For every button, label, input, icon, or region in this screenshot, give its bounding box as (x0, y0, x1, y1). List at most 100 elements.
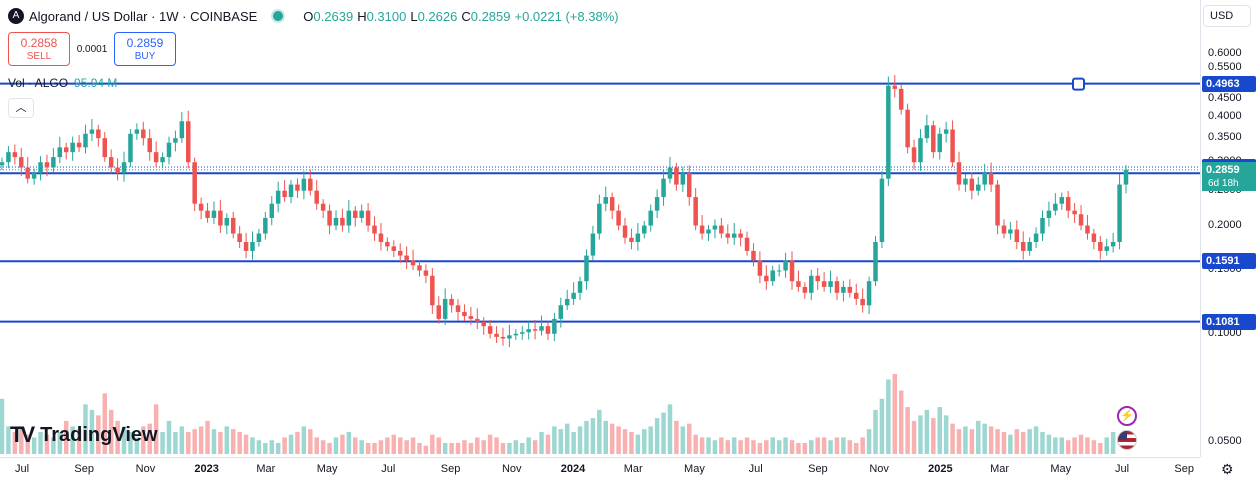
algorand-logo-icon: A (8, 8, 24, 24)
buy-button[interactable]: 0.2859 BUY (114, 32, 176, 66)
volume-bar (770, 437, 775, 454)
open-label: O (303, 8, 314, 24)
volume-bar (564, 423, 570, 454)
candle-body (950, 129, 955, 163)
candle-body (577, 281, 583, 293)
volume-bar (269, 440, 275, 454)
volume-bar (134, 437, 140, 454)
volume-bars (0, 374, 1116, 454)
candle-body (931, 125, 936, 153)
y-tick-label: 0.1000 (1208, 326, 1242, 339)
volume-bar (243, 434, 249, 454)
candle-body (539, 326, 544, 331)
market-open-indicator-icon (273, 11, 284, 21)
volume-bar (1040, 431, 1045, 454)
volume-bar (853, 442, 859, 454)
candle-body (442, 298, 448, 319)
candle-body (680, 173, 686, 185)
lightning-icon[interactable]: ⚡ (1117, 406, 1137, 426)
candle-body (500, 336, 506, 339)
level-price-label[interactable]: 0.1081 (1202, 313, 1256, 330)
candle-body (1117, 184, 1122, 242)
candle-body (719, 225, 724, 234)
tradingview-logo[interactable]: TV TradingView (10, 422, 158, 448)
volume-bar (1078, 434, 1084, 454)
volume-bar (12, 431, 18, 454)
low-value: 0.2626 (417, 8, 458, 24)
x-tick-label: Mar (256, 463, 276, 475)
volume-bar (699, 437, 705, 454)
volume-bar (449, 442, 454, 454)
volume-bar (757, 442, 763, 454)
volume-bar (327, 442, 332, 454)
volume-bar (751, 440, 756, 454)
candle-body (57, 147, 63, 158)
candle-body (179, 121, 185, 139)
candle-body (211, 210, 217, 218)
candle-body (815, 275, 820, 282)
gear-icon[interactable]: ⚙ (1221, 461, 1234, 477)
level-price-label[interactable]: 0.4963 (1202, 75, 1256, 92)
volume-bar (353, 437, 358, 454)
volume-bar (815, 437, 820, 454)
candle-body (892, 85, 898, 89)
time-axis[interactable]: Jul Sep Nov 2023 Mar May Jul Sep Nov 2024 Mar May Ju… (0, 457, 1200, 488)
currency-selector[interactable]: USD (1203, 5, 1251, 27)
volume-bar (38, 431, 43, 454)
us-flag-icon[interactable] (1117, 430, 1137, 450)
candle-body (590, 233, 596, 256)
volume-bar (1085, 437, 1090, 454)
symbol-title[interactable]: Algorand / US Dollar · 1W · COINBASE (29, 8, 258, 24)
volume-bar (918, 415, 923, 454)
volume-bar (141, 426, 146, 454)
candle-body (70, 142, 75, 153)
candle-body (558, 305, 564, 319)
x-tick-label: 2025 (928, 463, 953, 475)
volume-bar (558, 429, 564, 454)
collapse-legend-button[interactable]: ︿ (8, 98, 34, 118)
volume-bar (526, 437, 531, 454)
candle-body (847, 286, 853, 293)
price-axis[interactable]: 0.60000.55000.50000.45000.40000.35000.30… (1200, 0, 1256, 457)
volume-bar (442, 442, 448, 454)
candle-body (738, 233, 743, 238)
candle-body (622, 225, 628, 238)
volume-bar (969, 429, 975, 454)
sell-button[interactable]: 0.2858 SELL (8, 32, 70, 66)
tradingview-wordmark: TradingView (40, 423, 158, 446)
volume-bar (160, 431, 165, 454)
volume-bar (744, 437, 750, 454)
chart-area[interactable] (0, 0, 1200, 457)
candle-body (834, 281, 840, 293)
candle-body (96, 129, 101, 139)
candle-body (141, 129, 146, 139)
volume-bar (308, 429, 313, 454)
candle-body (51, 157, 56, 168)
last-price-label[interactable]: 0.2859 (1202, 161, 1256, 178)
spread-value: 0.0001 (76, 43, 108, 55)
candle-body (430, 275, 435, 306)
volume-bar (205, 420, 210, 454)
volume-bar (320, 440, 326, 454)
volume-bar (224, 426, 230, 454)
candle-body (757, 260, 763, 276)
candle-body (943, 129, 949, 134)
candle-body (963, 178, 968, 185)
candle-body (205, 210, 210, 218)
volume-bar (372, 442, 377, 454)
candle-body (918, 138, 923, 163)
candle-body (731, 233, 737, 238)
candle-body (642, 225, 647, 234)
volume-bar (539, 431, 544, 454)
price-chart[interactable] (0, 0, 1200, 457)
level-price-label[interactable]: 0.1591 (1202, 253, 1256, 270)
volume-bar (198, 426, 204, 454)
volume-bar (1059, 437, 1065, 454)
volume-bar (404, 440, 409, 454)
volume-bar (153, 404, 159, 454)
volume-bar (648, 426, 653, 454)
volume-bar (128, 431, 133, 454)
volume-bar (931, 418, 936, 454)
candle-body (667, 167, 673, 179)
volume-bar (436, 437, 442, 454)
